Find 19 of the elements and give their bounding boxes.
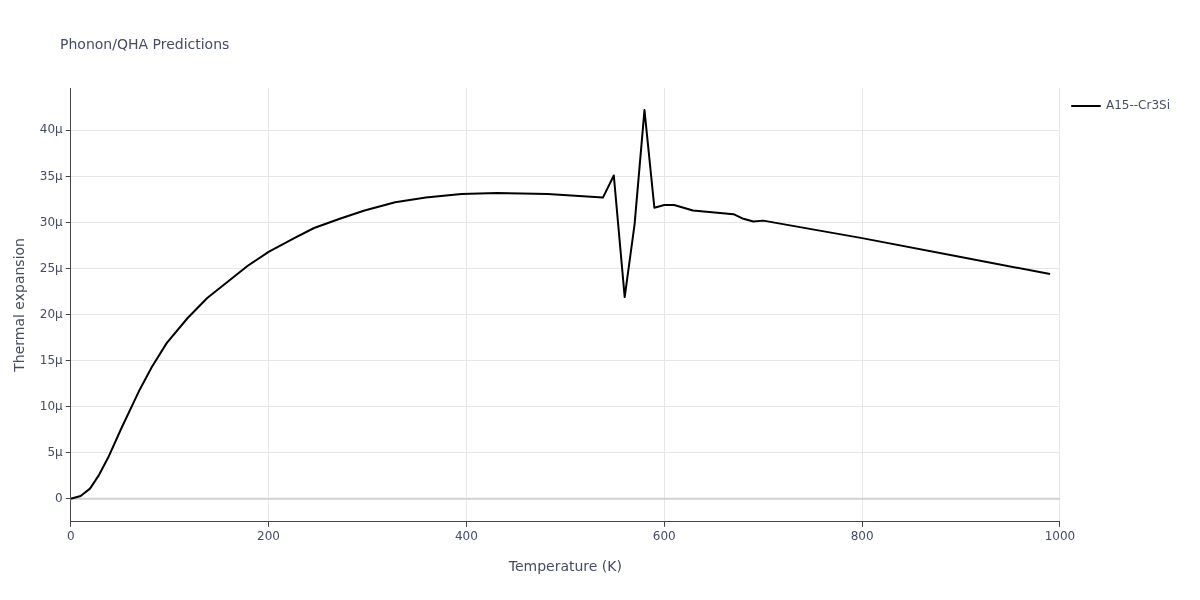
y-tick-label: 5μ [47, 444, 64, 459]
y-tick-label: 40μ [39, 122, 64, 137]
x-tick-label: 800 [850, 529, 874, 544]
y-axis-title: Thermal expansion [11, 238, 28, 373]
y-tick-label: 30μ [39, 214, 64, 229]
chart-title: Phonon/QHA Predictions [60, 36, 230, 52]
x-tick-label: 600 [652, 529, 676, 544]
y-tick-label: 10μ [39, 398, 64, 413]
x-tick-label: 0 [66, 529, 75, 544]
y-tick-label: 0 [55, 490, 63, 505]
y-tick-label: 25μ [39, 260, 64, 275]
legend-label: A15--Cr3Si [1105, 98, 1171, 113]
y-tick-label: 35μ [39, 168, 64, 183]
x-tick-label: 1000 [1044, 529, 1076, 544]
x-tick-label: 200 [257, 529, 281, 544]
x-tick-label: 400 [454, 529, 478, 544]
x-axis-title: Temperature (K) [507, 558, 622, 575]
y-tick-label: 20μ [39, 306, 64, 321]
y-tick-label: 15μ [39, 352, 64, 367]
